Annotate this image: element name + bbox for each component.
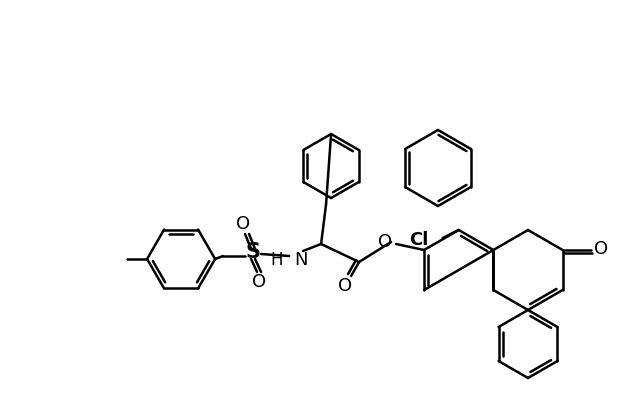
Text: O: O [338,277,352,295]
Text: O: O [252,273,266,291]
Text: Cl: Cl [410,231,429,249]
Text: H: H [271,251,283,269]
Text: O: O [594,240,608,258]
Text: S: S [246,242,260,262]
Text: O: O [236,215,250,233]
Text: O: O [378,233,392,251]
Text: N: N [294,251,308,269]
